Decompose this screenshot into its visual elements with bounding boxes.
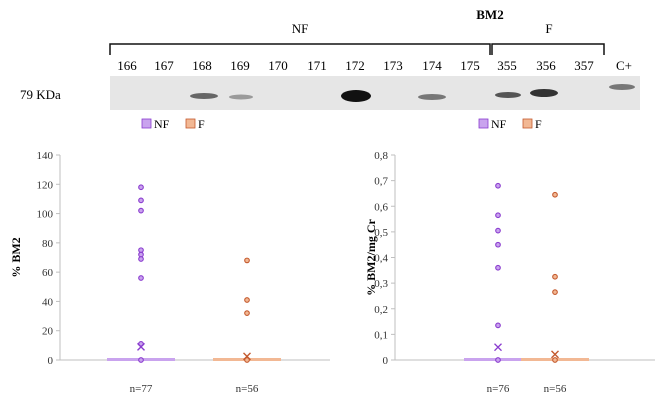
- lane-label: 356: [536, 58, 556, 73]
- y-tick-label: 0: [48, 355, 54, 367]
- data-point-nf: [138, 197, 144, 204]
- data-point-f: [244, 357, 250, 363]
- gel-strip: [110, 76, 640, 110]
- sample-size-label: n=77: [130, 383, 153, 395]
- lane-label: 357: [574, 58, 594, 73]
- data-point-nf: [138, 357, 144, 363]
- band-174: [418, 94, 446, 100]
- mean-marker-nf: [137, 342, 145, 351]
- data-point-f: [552, 289, 558, 295]
- data-point-nf: [138, 275, 144, 281]
- data-point-nf: [495, 357, 501, 363]
- lane-label: 171: [307, 58, 327, 73]
- lane-label: 174: [422, 58, 442, 73]
- lane-label: 168: [192, 58, 212, 73]
- y-tick-label: 0,3: [374, 278, 388, 290]
- lane-label: 170: [268, 58, 288, 73]
- data-point-nf: [138, 207, 144, 214]
- legend-label-nf: NF: [154, 117, 170, 131]
- nf-bracket: [109, 43, 491, 55]
- group-label-nf: NF: [292, 21, 309, 36]
- legend-label-f: F: [198, 117, 205, 131]
- sample-size-label: n=56: [544, 383, 567, 395]
- mean-marker-nf: [494, 343, 502, 352]
- y-tick-label: 40: [42, 296, 54, 308]
- lane-label: 169: [230, 58, 250, 73]
- y-tick-label: 0: [383, 355, 389, 367]
- legend-swatch-f: [522, 118, 533, 129]
- data-point-f: [244, 257, 250, 264]
- band-169: [229, 94, 253, 100]
- y-tick-label: 0,2: [374, 304, 388, 316]
- legend-swatch-nf: [478, 118, 489, 129]
- band-356: [530, 89, 558, 97]
- y-axis-label: % BM2/mg Cr: [364, 219, 378, 296]
- band-c-plus: [609, 84, 635, 90]
- data-point-nf: [138, 184, 144, 191]
- mw-label: 79 KDa: [20, 87, 61, 102]
- y-tick-label: 0,6: [374, 201, 388, 213]
- lane-label: 175: [460, 58, 480, 73]
- data-point-f: [552, 191, 558, 198]
- y-tick-label: 0,7: [374, 176, 388, 188]
- y-tick-label: 120: [37, 179, 54, 191]
- y-tick-label: 0,1: [374, 329, 388, 341]
- lane-label: 173: [383, 58, 403, 73]
- scatter-chart-bm2-per-cr: NF F 0 0,1 0,2 0,3 0,4 0,5 0,6 0,7 0,8 % BM2/mg Cr n…: [364, 117, 655, 395]
- y-tick-label: 140: [37, 150, 54, 162]
- data-point-nf: [495, 182, 501, 189]
- band-168: [190, 93, 218, 99]
- lane-label: 355: [497, 58, 517, 73]
- legend-label-nf: NF: [491, 117, 507, 131]
- lane-label: 166: [117, 58, 137, 73]
- y-tick-label: 0,5: [374, 227, 388, 239]
- group-label-f: F: [545, 21, 552, 36]
- lane-label: 167: [154, 58, 174, 73]
- legend-label-f: F: [535, 117, 542, 131]
- lane-labels: 166 167 168 169 170 171 172 173 174 175 355 356 357 C…: [117, 58, 632, 73]
- sample-size-label: n=56: [236, 383, 259, 395]
- data-point-f: [552, 357, 558, 363]
- y-tick-label: 0,8: [374, 150, 388, 162]
- legend-swatch-f: [185, 118, 196, 129]
- legend-swatch-nf: [141, 118, 152, 129]
- lane-label: C+: [616, 58, 632, 73]
- blot-title: BM2: [476, 7, 503, 22]
- data-point-nf: [138, 256, 144, 262]
- mean-marker-f: [243, 352, 251, 361]
- mean-marker-f: [551, 350, 559, 359]
- data-point-nf: [495, 212, 501, 219]
- data-point-nf: [495, 227, 501, 234]
- band-172: [341, 90, 371, 102]
- western-blot: BM2 NF F 166 167 168 169 170 171 172 173 174 175 3…: [20, 7, 640, 110]
- y-tick-label: 80: [42, 238, 54, 250]
- f-bracket: [491, 43, 605, 55]
- y-tick-label: 20: [42, 326, 54, 338]
- data-point-nf: [495, 264, 501, 271]
- lane-label: 172: [345, 58, 365, 73]
- data-point-f: [244, 297, 250, 303]
- y-tick-label: 60: [42, 267, 54, 279]
- data-point-nf: [495, 322, 501, 329]
- data-point-f: [552, 273, 558, 280]
- scatter-chart-bm2: NF F 0 20 40 60 80 100 120 140 % BM2 n=77 n=56: [9, 117, 330, 395]
- band-355: [495, 92, 521, 98]
- y-tick-label: 0,4: [374, 253, 388, 265]
- sample-size-label: n=76: [487, 383, 510, 395]
- data-point-nf: [495, 241, 501, 248]
- y-axis-label: % BM2: [9, 237, 23, 277]
- data-point-f: [244, 310, 250, 316]
- y-tick-label: 100: [37, 209, 54, 221]
